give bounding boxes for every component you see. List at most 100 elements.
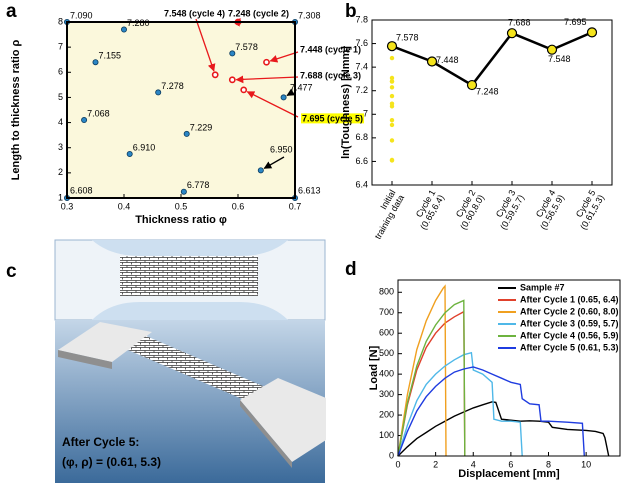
- y-tick-label: 600: [379, 328, 394, 338]
- best-marker: [426, 56, 438, 67]
- initial-point: [389, 55, 395, 61]
- brick-sample: [120, 256, 258, 296]
- annotation-arrow: [269, 51, 299, 63]
- y-tick-label: 100: [379, 430, 394, 440]
- point-label: 7.477: [290, 82, 313, 92]
- label-highlight: [301, 113, 365, 124]
- annotation-arrow: [263, 156, 285, 169]
- plot-frame: [66, 21, 296, 199]
- plot-frame: [371, 19, 613, 186]
- x-tick-label: Initialtraining data: [364, 188, 406, 241]
- data-point: [280, 94, 287, 101]
- point-label: 7.248 (cycle 2): [228, 8, 289, 18]
- data-point: [263, 58, 270, 66]
- value-label: 7.695: [564, 17, 587, 27]
- y-tick-label: 6.4: [355, 179, 368, 189]
- y-tick-label: 7.8: [355, 14, 368, 24]
- best-marker: [546, 44, 558, 55]
- best-marker: [586, 27, 598, 38]
- x-tick-label: 6: [508, 459, 513, 469]
- y-tick-label: 3: [58, 142, 63, 152]
- value-label: 7.248: [476, 86, 499, 96]
- data-point: [126, 150, 133, 157]
- initial-point: [389, 117, 395, 123]
- right-tab: [240, 378, 326, 462]
- value-label: 7.578: [396, 33, 419, 43]
- point-label: 7.155: [99, 51, 122, 61]
- y-tick-label: 7: [363, 109, 368, 119]
- legend-label: After Cycle 4 (0.56, 5.9): [520, 330, 619, 340]
- y-tick-label: 6: [58, 67, 63, 77]
- point-label: 7.548 (cycle 4): [164, 8, 225, 18]
- y-tick-label: 6.6: [355, 156, 368, 166]
- legend-label: Sample #7: [520, 282, 565, 292]
- y-tick-label: 7.6: [355, 38, 368, 48]
- legend-label: After Cycle 5 (0.61, 5.3): [520, 342, 619, 352]
- parameters: (φ, ρ) = (0.61, 5.3): [62, 455, 161, 469]
- lower-grip: [92, 302, 288, 320]
- y-tick-label: 200: [379, 409, 394, 419]
- x-tick-label: 0.5: [175, 201, 188, 211]
- x-tick-label: Cycle 2(0.60,8.0): [450, 188, 487, 231]
- point-label: 7.090: [70, 10, 93, 20]
- panel-label: c: [6, 261, 17, 282]
- initial-point: [389, 104, 395, 109]
- data-point: [155, 89, 162, 96]
- y-tick-label: 7.4: [355, 62, 368, 72]
- initial-point: [389, 138, 395, 143]
- plot-background: [67, 22, 295, 198]
- annotation-arrow: [195, 18, 216, 72]
- annotation-arrow: [286, 88, 296, 96]
- y-tick-label: 6.8: [355, 132, 368, 142]
- y-axis-label: Length to thickness ratio ρ: [10, 39, 22, 180]
- data-point: [211, 71, 219, 79]
- series-line: [397, 284, 447, 457]
- legend-label: After Cycle 2 (0.60, 8.0): [520, 306, 619, 316]
- data-point: [229, 50, 236, 57]
- series-line: [397, 401, 610, 457]
- x-tick-label: Cycle 1(0.65,6.4): [410, 188, 447, 231]
- data-point: [240, 86, 248, 94]
- x-tick-label: 2: [433, 459, 438, 469]
- best-marker: [386, 41, 398, 52]
- y-tick-label: 7.2: [355, 85, 368, 95]
- x-tick-label: 4: [471, 459, 476, 469]
- x-tick-label: 8: [546, 459, 551, 469]
- point-label: 6.910: [133, 142, 156, 152]
- legend-label: After Cycle 3 (0.59, 5.7): [520, 318, 619, 328]
- point-label: 7.068: [87, 108, 110, 118]
- y-axis-label: Load [N]: [368, 345, 380, 390]
- point-label: 6.608: [70, 185, 93, 195]
- y-tick-label: 500: [379, 348, 394, 358]
- initial-point: [389, 157, 395, 163]
- best-line: [391, 31, 593, 87]
- point-label: 7.448 (cycle 1): [300, 44, 361, 54]
- panel-label: a: [6, 1, 17, 22]
- data-point: [257, 167, 264, 174]
- point-label: 7.578: [235, 42, 258, 52]
- y-tick-label: 1: [58, 192, 63, 202]
- data-point: [92, 59, 99, 66]
- point-label: 7.695 (cycle 5): [302, 113, 363, 123]
- y-tick-label: 4: [58, 117, 63, 127]
- point-label: 6.613: [298, 185, 321, 195]
- illustration: c After Cycle 5: (φ, ρ) = (0.61, 5.3): [6, 239, 326, 483]
- x-tick-label: 0.3: [61, 201, 74, 211]
- x-tick-label: Cycle 3(0.59,5.7): [490, 188, 527, 231]
- data-point: [180, 188, 187, 195]
- y-tick-label: 7: [58, 42, 63, 52]
- x-tick-label: 0: [395, 459, 400, 469]
- left-tab: [58, 322, 152, 362]
- x-tick-label: 0.7: [289, 201, 302, 211]
- initial-point: [389, 75, 395, 81]
- y-axis-label: ln(Toughness) [Nmm]: [340, 46, 352, 159]
- y-tick-label: 800: [379, 287, 394, 297]
- y-tick-label: 700: [379, 307, 394, 317]
- point-label: 7.229: [190, 122, 213, 132]
- series-line: [397, 351, 523, 457]
- x-tick-label: Cycle 4(0.56,5.9): [530, 188, 567, 231]
- legend-label: After Cycle 1 (0.65, 6.4): [520, 294, 619, 304]
- plot-frame: [397, 279, 621, 457]
- point-label: 7.308: [298, 10, 321, 20]
